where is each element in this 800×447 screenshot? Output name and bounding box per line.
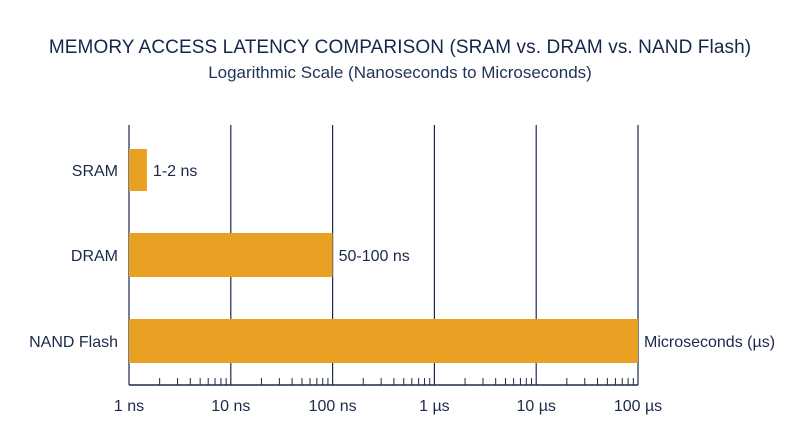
category-label-2: NAND Flash	[29, 334, 118, 351]
data-label-1: 50-100 ns	[339, 248, 410, 265]
x-tick-label-4: 10 µs	[516, 398, 555, 415]
bars	[129, 149, 638, 363]
category-label-1: DRAM	[71, 248, 118, 265]
bar-nand-flash	[129, 319, 638, 363]
chart-title: MEMORY ACCESS LATENCY COMPARISON (SRAM v…	[48, 37, 752, 58]
data-label-0: 1-2 ns	[153, 163, 197, 180]
x-tick-label-5: 100 µs	[614, 398, 662, 415]
x-tick-label-2: 100 ns	[309, 398, 357, 415]
bar-sram	[129, 149, 147, 191]
data-label-2: Microseconds (µs)	[644, 334, 775, 351]
labels: 1 ns 10 ns 100 ns 1 µs 10 µs 100 µs SRAM 1-2 ns…	[29, 163, 775, 415]
category-label-0: SRAM	[72, 163, 118, 180]
bar-dram	[129, 233, 333, 277]
x-tick-label-3: 1 µs	[419, 398, 450, 415]
x-tick-label-1: 10 ns	[211, 398, 250, 415]
x-axis	[129, 378, 638, 386]
chart-subtitle: Logarithmic Scale (Nanoseconds to Micros…	[208, 63, 592, 82]
x-tick-label-0: 1 ns	[114, 398, 144, 415]
